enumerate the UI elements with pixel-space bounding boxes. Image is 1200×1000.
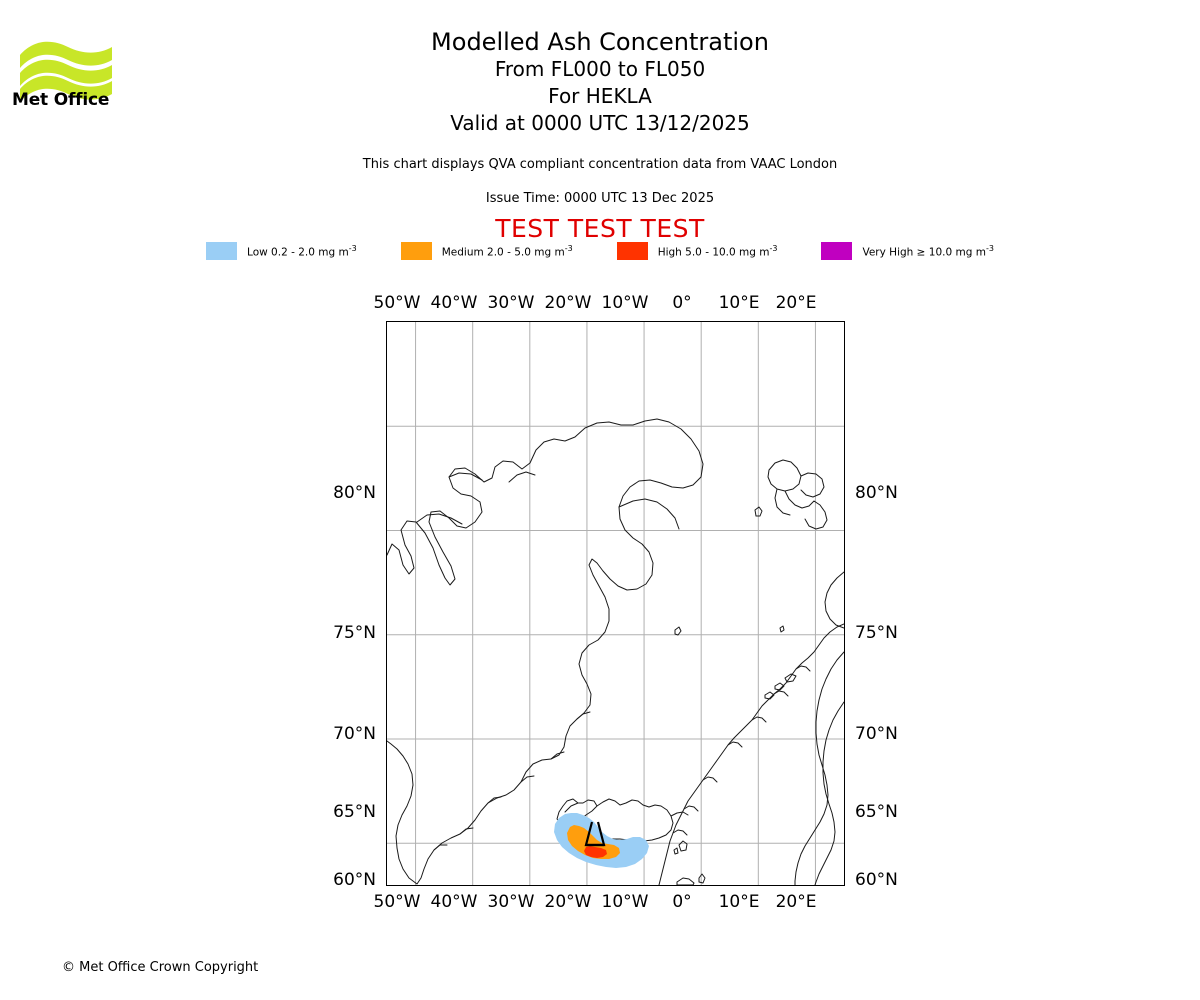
coastline-norway-fjords <box>672 665 811 836</box>
lon-label-top-30W: 30°W <box>487 293 535 313</box>
map-canvas <box>387 322 844 885</box>
ash-plume-high <box>584 846 607 858</box>
legend-item-very-high: Very High ≥ 10.0 mg m-3 <box>821 242 994 260</box>
concentration-legend: Low 0.2 - 2.0 mg m-3 Medium 2.0 - 5.0 mg… <box>0 242 1200 260</box>
title-valid-time: Valid at 0000 UTC 13/12/2025 <box>450 111 750 135</box>
coastline-bear-island <box>779 625 785 633</box>
coastline-scandinavia <box>658 623 844 885</box>
legend-item-medium: Medium 2.0 - 5.0 mg m-3 <box>400 242 573 260</box>
ash-concentration-map: 50°W 40°W 30°W 20°W 10°W 0° 10°E 20°E 50… <box>333 293 898 912</box>
lon-label-bottom-50W: 50°W <box>373 892 421 912</box>
lon-label-top-0: 0° <box>672 293 692 313</box>
legend-label-medium: Medium 2.0 - 5.0 mg m-3 <box>441 243 573 259</box>
lat-label-left-65N: 65°N <box>333 802 376 822</box>
coastline-scotland <box>676 877 695 885</box>
lat-label-left-75N: 75°N <box>333 623 376 643</box>
legend-swatch-low <box>206 242 238 260</box>
lat-label-right-80N: 80°N <box>855 483 898 503</box>
lon-label-top-10E: 10°E <box>718 293 760 313</box>
legend-label-high: High 5.0 - 10.0 mg m-3 <box>657 243 778 259</box>
map-gridlines <box>387 322 844 885</box>
lon-label-top-20E: 20°E <box>775 293 817 313</box>
lon-label-top-40W: 40°W <box>430 293 478 313</box>
coastline-greenland-fjords-3 <box>448 472 483 481</box>
title-volcano: For HEKLA <box>548 84 652 108</box>
coastline-faroes-2 <box>673 847 679 855</box>
lon-label-top-20W: 20°W <box>544 293 592 313</box>
map-plot-frame <box>386 321 845 886</box>
page-title: Modelled Ash Concentration <box>431 28 769 56</box>
coastline-greenland-fjords-2 <box>416 513 463 525</box>
ash-plume-low <box>554 813 649 868</box>
coastline-svalbard-small-island <box>754 506 763 517</box>
lon-label-bottom-40W: 40°W <box>430 892 478 912</box>
title-flight-levels: From FL000 to FL050 <box>494 57 706 81</box>
coastline-greenland-inlet-5 <box>576 711 591 720</box>
coastline-greenland-inlet-9 <box>459 827 474 835</box>
legend-swatch-medium <box>400 242 432 260</box>
legend-label-low: Low 0.2 - 2.0 mg m-3 <box>247 243 357 259</box>
coastline-jan-mayen <box>674 626 682 636</box>
test-banner: TEST TEST TEST <box>495 214 705 243</box>
lat-label-right-65N: 65°N <box>855 802 898 822</box>
coastline-greenland-inlet-8 <box>487 796 502 804</box>
lat-label-left-80N: 80°N <box>333 483 376 503</box>
legend-swatch-high <box>616 242 648 260</box>
coastline-greenland-fjords-4 <box>508 471 536 483</box>
coastline-greenland-inlet-6 <box>550 751 565 760</box>
coastline-lofoten <box>764 673 797 700</box>
coastline-kola <box>824 571 844 629</box>
lon-label-bottom-10E: 10°E <box>718 892 760 912</box>
copyright-text: © Met Office Crown Copyright <box>62 960 259 975</box>
coastline-greenland <box>387 418 704 885</box>
map-coastlines <box>387 418 844 885</box>
chart-title-block: Modelled Ash Concentration From FL000 to… <box>0 28 1200 137</box>
coastline-greenland-inlet-10 <box>433 844 448 851</box>
legend-swatch-very-high <box>821 242 853 260</box>
lat-label-right-75N: 75°N <box>855 623 898 643</box>
disclaimer-text: This chart displays QVA compliant concen… <box>362 157 838 172</box>
legend-label-very-high: Very High ≥ 10.0 mg m-3 <box>862 243 994 259</box>
issue-time-text: Issue Time: 0000 UTC 13 Dec 2025 <box>485 191 715 206</box>
coastline-sweden-finland <box>794 651 844 885</box>
coastline-svalbard <box>767 459 828 530</box>
coastline-faroes <box>678 840 688 852</box>
lon-label-top-10W: 10°W <box>601 293 649 313</box>
lat-label-right-60N: 60°N <box>855 870 898 890</box>
lon-label-top-50W: 50°W <box>373 293 421 313</box>
met-office-wordmark: Met Office <box>12 90 110 110</box>
volcano-marker-hekla <box>584 821 606 847</box>
lon-label-bottom-20W: 20°W <box>544 892 592 912</box>
met-office-logo <box>20 41 112 102</box>
lon-label-bottom-0: 0° <box>672 892 692 912</box>
legend-item-low: Low 0.2 - 2.0 mg m-3 <box>206 242 357 260</box>
lon-label-bottom-20E: 20°E <box>775 892 817 912</box>
lat-label-left-70N: 70°N <box>333 724 376 744</box>
coastline-greenland-fjords-1 <box>618 498 680 530</box>
lat-label-right-70N: 70°N <box>855 724 898 744</box>
coastline-shetland <box>698 873 706 884</box>
legend-item-high: High 5.0 - 10.0 mg m-3 <box>616 242 778 260</box>
lat-label-left-60N: 60°N <box>333 870 376 890</box>
ash-plume-medium <box>567 825 620 859</box>
lon-label-bottom-10W: 10°W <box>601 892 649 912</box>
coastline-gulf-bothnia <box>814 701 844 885</box>
coastline-greenland-inlet-7 <box>520 775 535 783</box>
lon-label-bottom-30W: 30°W <box>487 892 535 912</box>
